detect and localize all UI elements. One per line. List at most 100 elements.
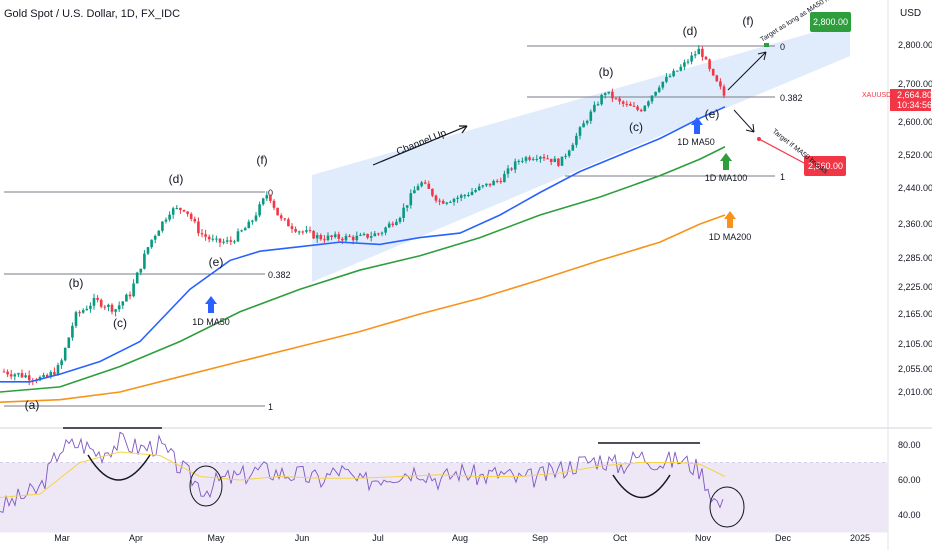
y-tick-label: 2,055.00 <box>898 364 932 374</box>
candle-body <box>233 241 236 243</box>
candle-body <box>125 294 128 302</box>
candle-body <box>427 183 431 189</box>
candle-body <box>294 228 297 232</box>
candle-body <box>182 209 186 212</box>
candle-body <box>168 214 171 220</box>
candle-body <box>485 183 488 186</box>
candle-body <box>441 200 445 204</box>
candle-body <box>665 76 668 82</box>
candle-body <box>585 120 589 124</box>
x-tick-label: 2025 <box>850 533 870 543</box>
candle-body <box>647 101 650 106</box>
candle-body <box>719 81 722 87</box>
candle-body <box>330 235 333 237</box>
candle-body <box>528 157 531 160</box>
channel-up-arrow <box>372 125 468 166</box>
candle-body <box>549 158 553 163</box>
ma50-label-right: 1D MA50 <box>677 137 715 147</box>
candle-body <box>344 235 348 241</box>
candle-body <box>492 180 495 186</box>
ma-line-1d-ma200 <box>0 214 726 404</box>
candle-body <box>387 223 391 228</box>
candle-body <box>722 86 726 96</box>
candle-body <box>67 337 71 348</box>
candle-body <box>132 283 135 297</box>
wave-label: (e) <box>209 255 224 269</box>
candle-body <box>272 200 276 208</box>
candle-body <box>589 111 593 121</box>
candle-body <box>243 228 247 231</box>
wave-label: (e) <box>705 107 720 121</box>
candle-body <box>251 220 254 222</box>
candle-body <box>9 374 13 377</box>
candle-body <box>225 240 229 242</box>
y-tick-label: 2,165.00 <box>898 309 932 319</box>
candle-body <box>398 217 402 222</box>
candle-body <box>506 168 510 174</box>
arrow-up-line <box>727 51 767 91</box>
fib-label: 0.382 <box>268 270 291 280</box>
candle-body <box>416 186 420 191</box>
ma50-arrow-right <box>691 117 703 134</box>
x-tick-label: Apr <box>129 533 143 543</box>
candle-body <box>229 240 233 242</box>
candle-body <box>99 299 103 307</box>
candle-body <box>103 306 107 308</box>
candle-body <box>265 195 269 199</box>
candle-body <box>686 61 690 63</box>
candle-body <box>362 233 366 235</box>
candle-body <box>654 91 657 96</box>
rsi-ma-line <box>0 451 726 498</box>
candle-body <box>675 70 679 72</box>
candle-body <box>683 62 686 67</box>
candle-body <box>96 297 99 300</box>
wave-label: (b) <box>69 276 84 290</box>
candle-body <box>290 226 294 229</box>
candle-body <box>308 230 312 232</box>
y-tick-label: 2,700.00 <box>898 79 932 89</box>
y-tick-label: 2,360.00 <box>898 219 932 229</box>
candle-body <box>179 207 182 210</box>
x-tick-label: Nov <box>695 533 712 543</box>
ma100-label: 1D MA100 <box>705 173 748 183</box>
rsi-tick-label: 80.00 <box>898 440 921 450</box>
candle-body <box>625 103 629 105</box>
candle-body <box>380 232 384 234</box>
rsi-tick-label: 40.00 <box>898 510 921 520</box>
candle-body <box>693 54 697 56</box>
candle-body <box>456 197 459 199</box>
candle-body <box>463 195 467 197</box>
rsi-band <box>0 462 888 533</box>
candle-body <box>24 375 27 378</box>
rsi-tick-label: 60.00 <box>898 475 921 485</box>
y-tick-label: 2,440.00 <box>898 183 932 193</box>
candle-body <box>89 305 92 309</box>
y-tick-label: 2,225.00 <box>898 282 932 292</box>
candle-body <box>679 66 683 71</box>
candle-body <box>359 234 362 236</box>
candle-body <box>81 310 85 313</box>
candle-body <box>708 59 711 69</box>
candle-body <box>215 238 218 240</box>
candle-body <box>409 193 413 206</box>
wave-label: (f) <box>256 153 267 167</box>
candle-body <box>499 180 503 183</box>
candle-body <box>614 98 618 100</box>
candle-body <box>323 239 326 241</box>
candle-body <box>546 158 549 160</box>
y-tick-label: 2,600.00 <box>898 117 932 127</box>
candle-body <box>715 75 719 82</box>
ma50-arrow-left <box>205 296 217 313</box>
rsi-circle-left <box>189 465 223 507</box>
candle-body <box>17 373 20 375</box>
candle-body <box>211 238 215 240</box>
target-down-marker <box>757 137 761 141</box>
chart-title: Gold Spot / U.S. Dollar, 1D, FX_IDC <box>4 8 181 20</box>
ma-line-1d-ma50 <box>0 106 726 383</box>
candle-body <box>114 309 117 312</box>
candle-body <box>395 221 398 226</box>
candle-body <box>535 158 539 160</box>
candle-body <box>146 247 150 254</box>
candle-body <box>521 160 524 162</box>
